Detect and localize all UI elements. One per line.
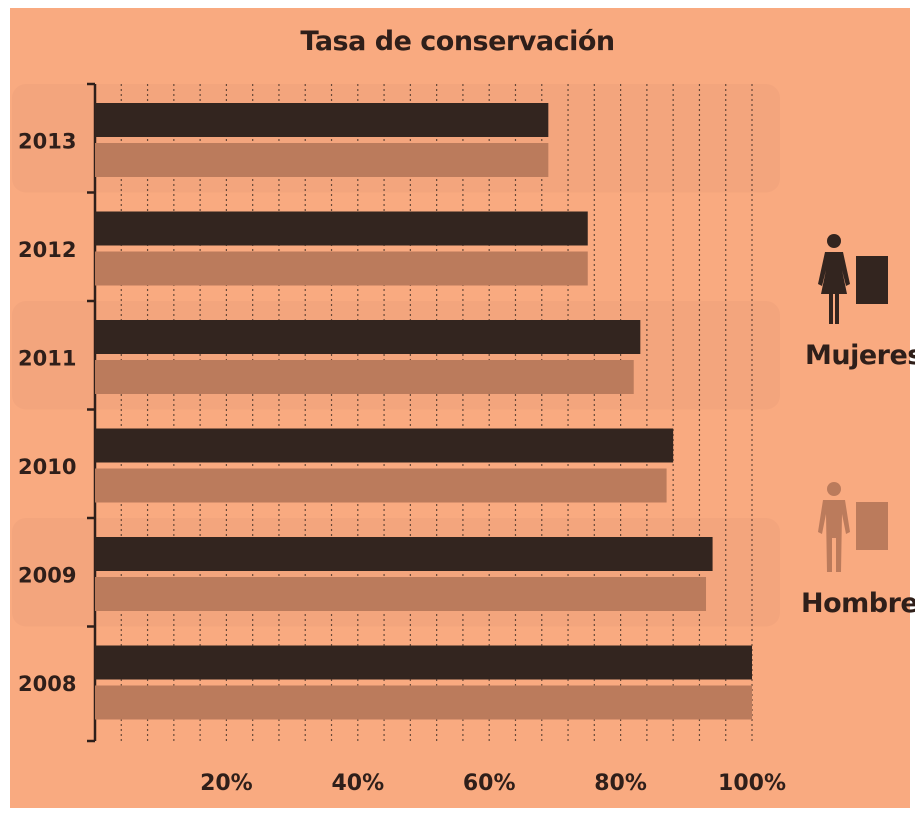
hombres-swatch — [856, 502, 888, 550]
bar-hombres-2009 — [95, 577, 707, 611]
bar-hombres-2011 — [95, 360, 634, 394]
x-tick-label-80: 80% — [594, 771, 647, 796]
y-tick-label-2008: 2008 — [18, 672, 76, 696]
bar-mujeres-2009 — [95, 537, 713, 571]
bar-hombres-2008 — [95, 685, 752, 720]
y-tick-label-2011: 2011 — [18, 346, 76, 370]
y-tick-label-2010: 2010 — [18, 455, 76, 479]
x-tick-label-100: 100% — [718, 771, 786, 796]
x-tick-label-20: 20% — [200, 771, 253, 796]
bar-mujeres-2011 — [95, 320, 641, 354]
y-tick-label-2013: 2013 — [18, 129, 76, 153]
bar-hombres-2013 — [95, 143, 549, 177]
bar-mujeres-2013 — [95, 103, 549, 137]
chart-title: Tasa de conservación — [300, 26, 615, 57]
bar-mujeres-2012 — [95, 211, 588, 246]
man-icon — [818, 482, 850, 572]
x-tick-label-40: 40% — [331, 771, 384, 796]
y-tick-label-2009: 2009 — [18, 563, 76, 587]
bar-hombres-2012 — [95, 251, 588, 286]
bar-hombres-2010 — [95, 468, 667, 503]
woman-icon — [818, 234, 850, 324]
x-tick-label-60: 60% — [463, 771, 516, 796]
bar-mujeres-2008 — [95, 645, 752, 680]
legend-label-hombres: Hombres — [801, 588, 915, 619]
mujeres-swatch — [856, 256, 888, 304]
bar-mujeres-2010 — [95, 428, 674, 463]
y-tick-label-2012: 2012 — [18, 238, 76, 262]
legend-label-mujeres: Mujeres — [805, 340, 915, 371]
